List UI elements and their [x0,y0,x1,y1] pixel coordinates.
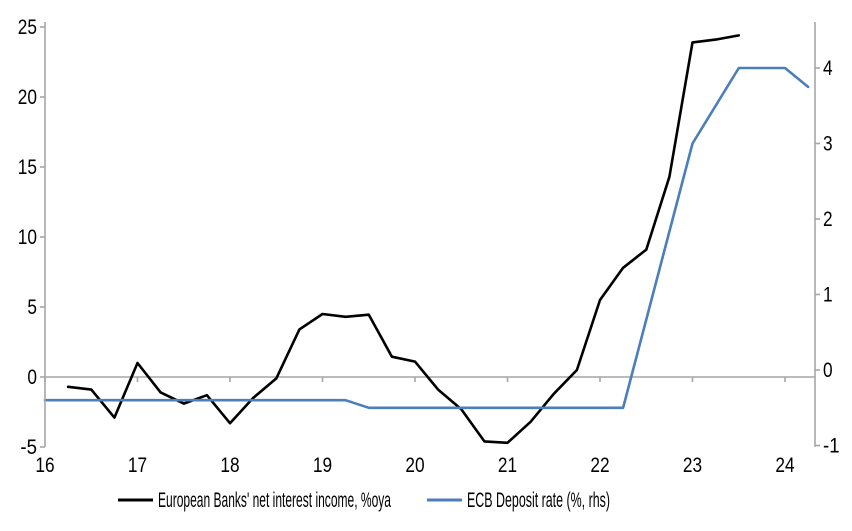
x-axis-tick-label: 20 [405,454,424,477]
right-axis-tick-label: 2 [823,208,833,231]
legend: European Banks' net interest income, %oy… [118,489,610,512]
x-axis-tick-label: 24 [775,454,794,477]
legend-label-ecb: ECB Deposit rate (%, rhs) [467,489,610,512]
series-line-ecb [43,66,810,410]
right-axis-tick-label: -1 [823,435,840,458]
series-line-nii [66,34,741,445]
x-axis-tick-label: 22 [590,454,609,477]
left-axis-tick-label: 25 [18,16,37,39]
right-axis-tick-label: 3 [823,133,833,156]
right-axis-tick-label: 4 [823,57,833,80]
x-axis-tick-label: 23 [683,454,702,477]
x-axis-tick-label: 16 [35,454,54,477]
left-axis-tick-label: 5 [27,296,37,319]
x-axis-tick-label: 19 [313,454,332,477]
left-axis-tick-label: 10 [18,226,37,249]
x-axis-tick-label: 17 [128,454,147,477]
series-lines-group [43,34,810,445]
x-axis-tick-label: 21 [498,454,517,477]
right-axis-tick-label: 0 [823,359,833,382]
right-axis-tick-label: 1 [823,284,833,307]
left-axis-tick-label: -5 [20,436,37,459]
left-axis-tick-label: 15 [18,156,37,179]
x-axis-tick-label: 18 [220,454,239,477]
left-axis-tick-label: 0 [27,366,37,389]
legend-label-nii: European Banks' net interest income, %oy… [158,489,391,512]
left-axis-tick-label: 20 [18,86,37,109]
